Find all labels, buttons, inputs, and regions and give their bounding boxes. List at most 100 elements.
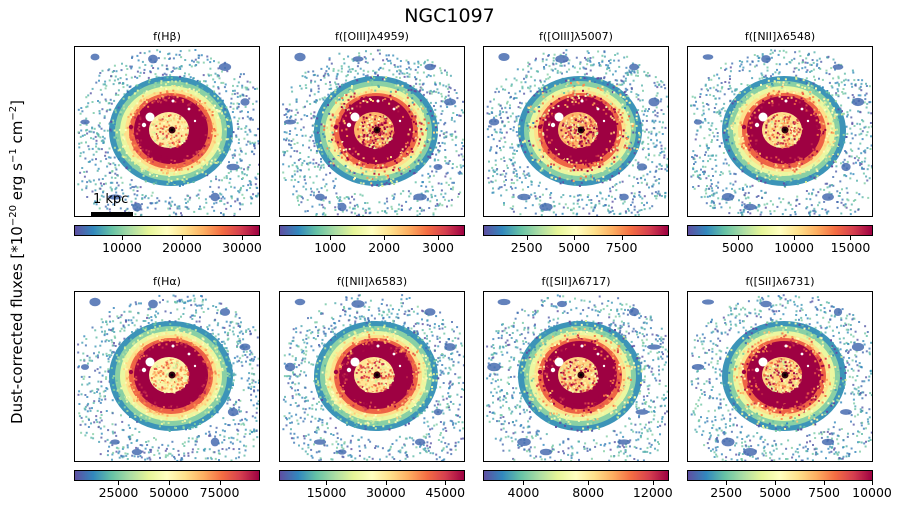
colorbar-tick xyxy=(326,481,328,485)
panel-1: f(Hβ) 1 kpc 10000 20000 30000 xyxy=(74,30,262,255)
scale-bar-label: 1 kpc xyxy=(93,192,129,207)
flux-map-image xyxy=(486,294,668,461)
panel-3: f([OIII]λ5007) 2500 5000 7500 xyxy=(483,30,669,255)
panel-2: f([OIII]λ4959) 1000 2000 3000 xyxy=(279,30,465,255)
panel-8: f([SII]λ6731) 2500 5000 7500 10000 xyxy=(687,275,892,500)
flux-map xyxy=(74,291,260,462)
colorbar-tick xyxy=(850,236,852,240)
colorbar-tick-label: 5000 xyxy=(759,485,791,500)
colorbar-tick-label: 2500 xyxy=(510,240,543,255)
colorbar-tick xyxy=(775,481,777,485)
colorbar xyxy=(74,470,260,481)
colorbar-tick-label: 15000 xyxy=(830,240,871,255)
colorbar-tick xyxy=(726,481,728,485)
colorbar-tick-label: 12000 xyxy=(632,485,673,500)
colorbar-tick-label: 25000 xyxy=(98,485,139,500)
flux-map xyxy=(687,291,873,462)
y-axis-label-prefix: Dust-corrected fluxes [*10 xyxy=(8,226,26,424)
flux-map-image xyxy=(690,49,872,216)
colorbar-tick-label: 7500 xyxy=(808,485,840,500)
panel-title: f(Hα) xyxy=(153,275,181,288)
colorbar-tick-label: 45000 xyxy=(425,485,466,500)
flux-map xyxy=(687,46,873,217)
flux-map-image xyxy=(282,294,464,461)
colorbar-tick xyxy=(824,481,826,485)
panel-4: f([NII]λ6548) 5000 10000 15000 xyxy=(687,30,873,255)
ring-texture xyxy=(520,320,643,433)
panel-6: f([NII]λ6583) 15000 30000 45000 xyxy=(279,275,465,500)
colorbar-tick xyxy=(737,236,739,240)
colorbar-tick-label: 1000 xyxy=(314,240,347,255)
panel-title: f(Hβ) xyxy=(153,30,181,43)
colorbar-tick xyxy=(588,481,590,485)
colorbar-tick-label: 2500 xyxy=(710,485,743,500)
ring-texture xyxy=(110,320,235,432)
colorbar xyxy=(279,470,465,481)
y-axis-label-exponent-1: −20 xyxy=(8,205,19,227)
colorbar-tick-label: 10000 xyxy=(774,240,814,255)
panel-5: f(Hα) 25000 50000 75000 xyxy=(74,275,260,500)
flux-map xyxy=(483,291,669,462)
colorbar-tick xyxy=(330,236,332,240)
colorbar-tick xyxy=(621,236,623,240)
colorbar-tick-label: 75000 xyxy=(199,485,240,500)
y-axis-label-suffix: ] xyxy=(8,100,26,106)
flux-map xyxy=(483,46,669,217)
colorbar-tick-label: 10000 xyxy=(852,485,892,500)
ring-texture xyxy=(723,76,848,188)
flux-map-image xyxy=(77,294,259,461)
panel-title: f([OIII]λ5007) xyxy=(539,30,613,43)
ring-texture xyxy=(314,74,438,187)
ring-texture xyxy=(723,320,847,432)
colorbar-tick-label: 5000 xyxy=(721,240,754,255)
colorbar-tick xyxy=(169,481,171,485)
y-axis-label-exponent-3: −2 xyxy=(8,105,19,121)
panel-title: f([NII]λ6583) xyxy=(336,275,408,288)
diffuse-emission xyxy=(282,49,464,216)
colorbar xyxy=(483,225,669,236)
inner-region xyxy=(150,358,190,394)
colorbar-tick xyxy=(445,481,447,485)
colorbar xyxy=(279,225,465,236)
colorbar-tick xyxy=(384,236,386,240)
flux-map-image xyxy=(282,49,464,216)
colorbar-tick xyxy=(526,236,528,240)
flux-map xyxy=(279,291,465,462)
colorbar-tick-label: 5000 xyxy=(558,240,590,255)
colorbar xyxy=(74,225,260,236)
colorbar-tick-label: 30000 xyxy=(222,240,262,255)
colorbar-tick-label: 30000 xyxy=(365,485,406,500)
inner-region xyxy=(763,358,803,394)
colorbar-tick xyxy=(122,236,123,240)
colorbar-tick-label: 50000 xyxy=(149,485,189,500)
inner-region xyxy=(356,113,395,150)
colorbar-tick-label: 20000 xyxy=(162,240,202,255)
colorbar-tick-label: 4000 xyxy=(507,485,540,500)
colorbar xyxy=(687,225,873,236)
colorbar-tick-label: 10000 xyxy=(102,240,142,255)
panel-title: f([NII]λ6548) xyxy=(744,30,816,43)
colorbar-tick xyxy=(242,236,243,240)
colorbar-tick-label: 8000 xyxy=(572,485,605,500)
colorbar-tick xyxy=(385,481,387,485)
colorbar-tick xyxy=(438,236,440,240)
panel-7: f([SII]λ6717) 4000 8000 12000 xyxy=(483,275,673,500)
y-axis-label-mid: erg s xyxy=(8,163,26,206)
colorbar-tick xyxy=(574,236,576,240)
colorbar xyxy=(483,470,669,481)
colorbar-tick xyxy=(794,236,796,240)
flux-map xyxy=(279,46,465,217)
panel-title: f([SII]λ6731) xyxy=(745,275,815,288)
colorbar-tick-label: 15000 xyxy=(306,485,347,500)
y-axis-label-mid-2: cm xyxy=(8,120,26,149)
ring-texture xyxy=(315,319,440,431)
y-axis-label-exponent-2: −1 xyxy=(8,148,19,164)
panel-title: f([SII]λ6717) xyxy=(541,275,611,288)
colorbar-tick-label: 2000 xyxy=(368,240,401,255)
ring-texture xyxy=(109,75,235,187)
flux-map-image xyxy=(690,294,872,461)
colorbar-tick xyxy=(219,481,221,485)
flux-map: 1 kpc xyxy=(74,46,260,217)
colorbar-tick xyxy=(652,481,654,485)
